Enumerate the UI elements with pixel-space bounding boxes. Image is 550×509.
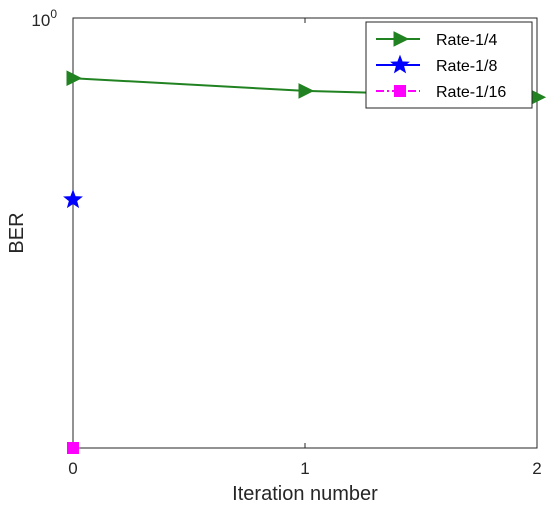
- x-tick-label-2: 2: [532, 459, 541, 478]
- y-tick-exponent: 0: [50, 7, 57, 21]
- series-1: [63, 189, 83, 209]
- legend-marker-2: [394, 85, 406, 97]
- series-0-point-1: [298, 83, 315, 99]
- legend-marker-1: [390, 54, 410, 74]
- series-0-point-2: [530, 89, 547, 106]
- x-tick-label-1: 1: [300, 459, 309, 478]
- y-tick-base: 10: [31, 11, 50, 30]
- x-axis-label: Iteration number: [232, 483, 378, 505]
- legend-label-2: Rate-1/16: [436, 84, 506, 101]
- series-0-point-0: [66, 70, 83, 87]
- x-tick-label-0: 0: [68, 459, 77, 478]
- y-axis-label: BER: [6, 212, 28, 253]
- series-2-point-0: [67, 442, 79, 454]
- legend-items: Rate-1/4 Rate-1/8 Rate-1/16: [376, 31, 506, 101]
- series-2: [67, 442, 79, 454]
- legend-marker-0: [393, 31, 410, 47]
- series-1-point-0: [63, 189, 83, 209]
- legend: Rate-1/4 Rate-1/8 Rate-1/16: [365, 21, 533, 109]
- legend-label-0: Rate-1/4: [436, 32, 497, 49]
- x-tick-labels: 0 1 2: [68, 459, 541, 478]
- y-tick-label: 100: [31, 7, 57, 30]
- legend-label-1: Rate-1/8: [436, 58, 497, 75]
